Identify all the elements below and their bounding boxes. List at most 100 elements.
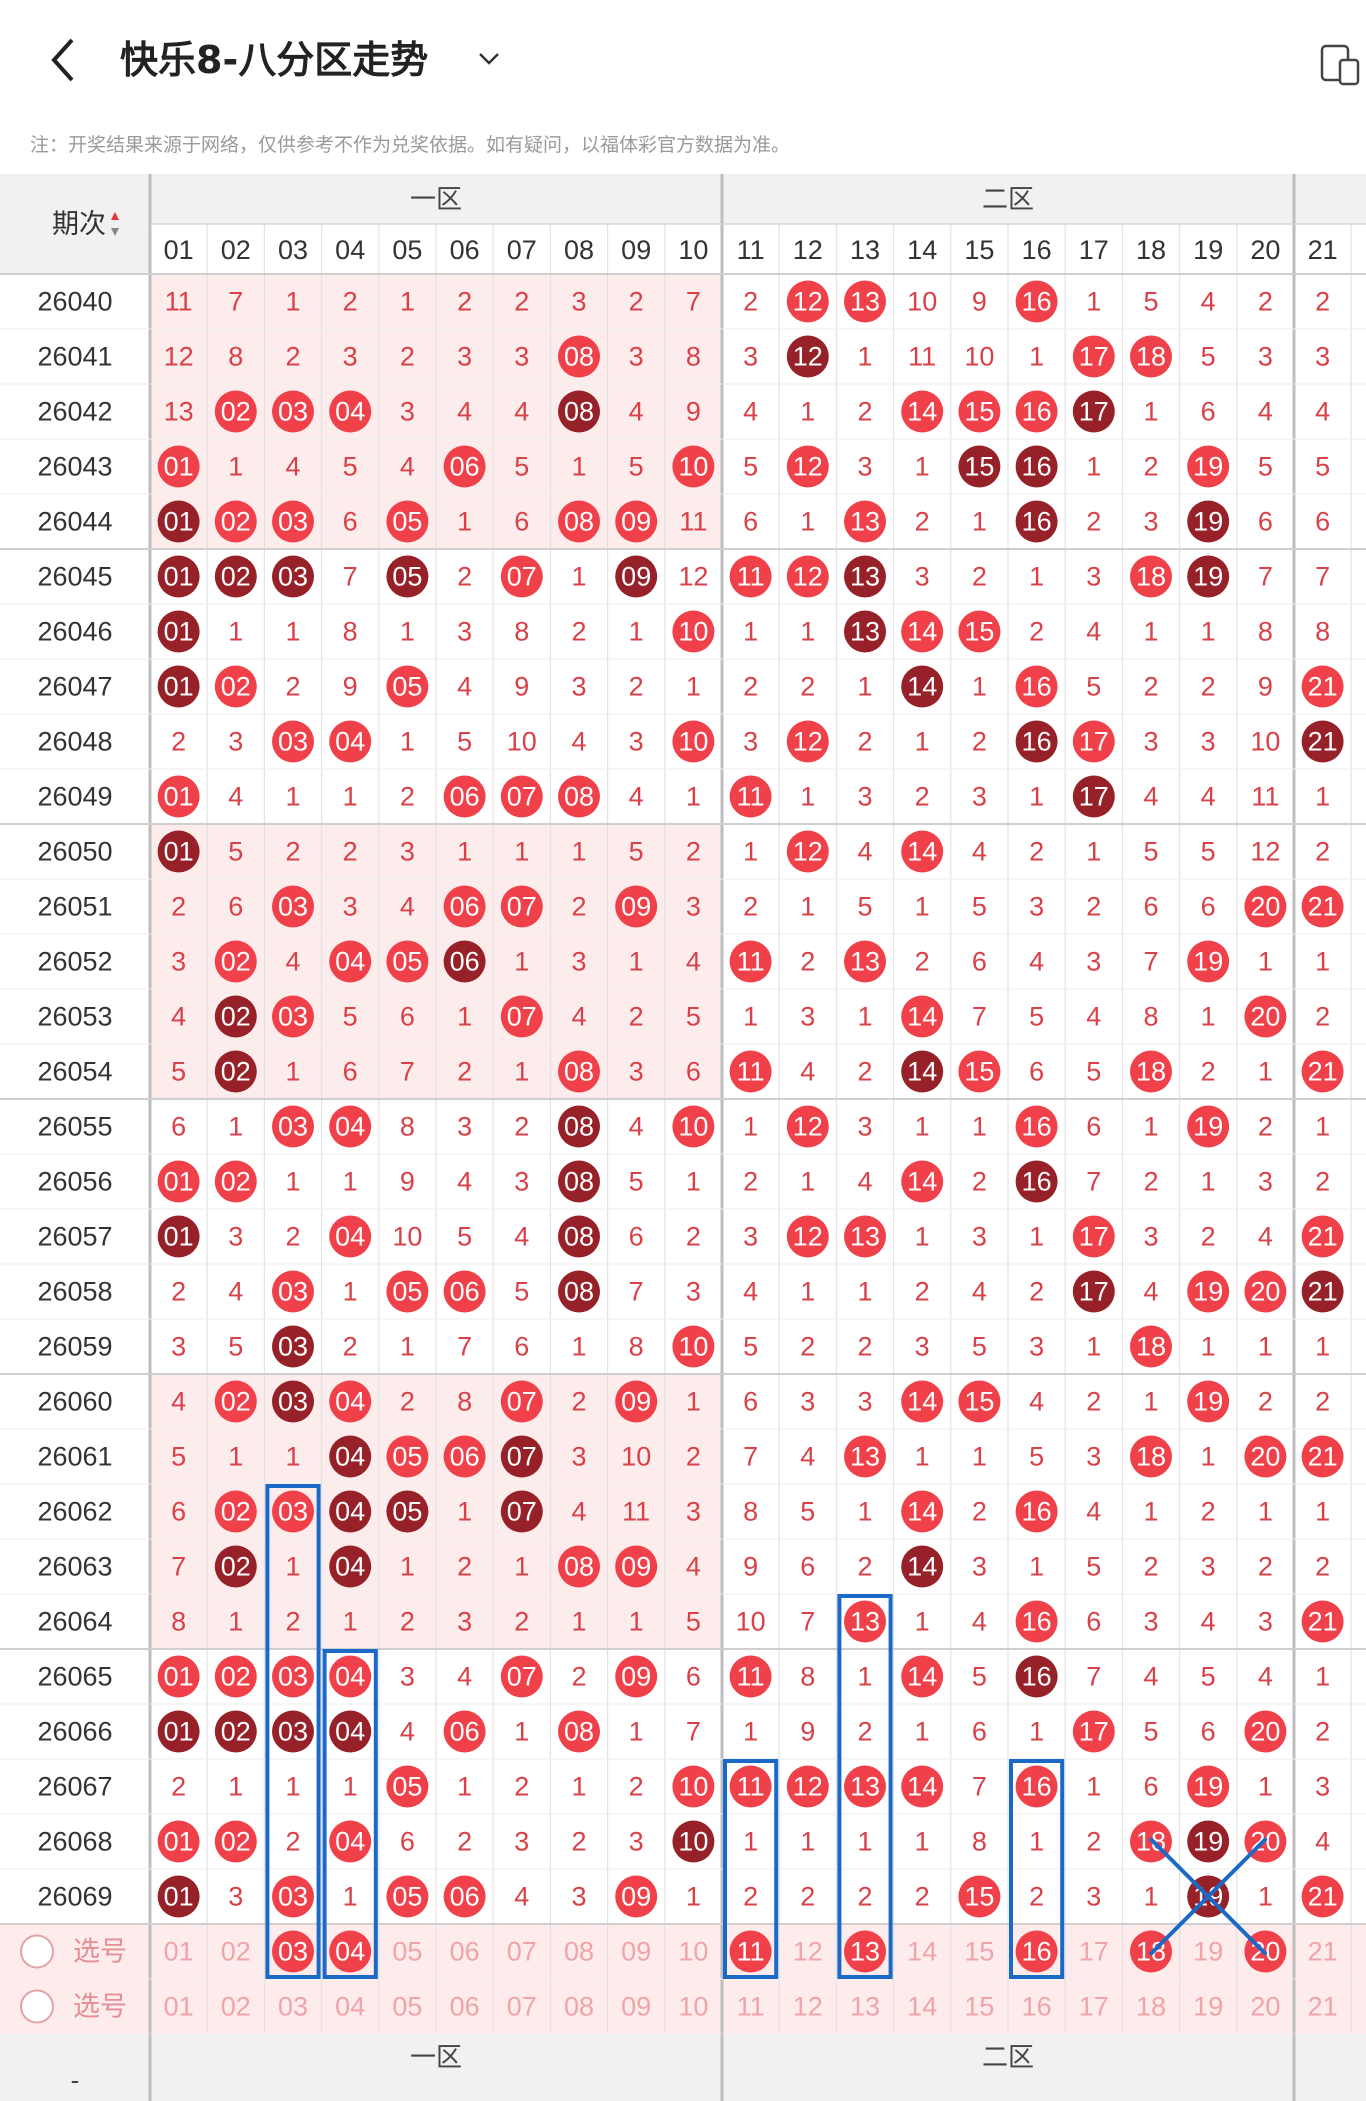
- miss-count: 1: [285, 1167, 300, 1197]
- selectable-number[interactable]: 12: [793, 1992, 823, 2022]
- selectable-number[interactable]: 01: [164, 1992, 194, 2022]
- selectable-number[interactable]: 10: [678, 1937, 708, 1967]
- miss-count: 2: [629, 1772, 644, 1802]
- selectable-number[interactable]: 09: [621, 1937, 651, 1967]
- miss-count: 4: [171, 1387, 186, 1417]
- miss-count: 3: [686, 1277, 701, 1307]
- select-row-label: 选号: [73, 1937, 127, 1967]
- miss-count: 2: [1029, 1882, 1044, 1912]
- winning-number: 03: [278, 1002, 308, 1032]
- selectable-number[interactable]: 06: [450, 1992, 480, 2022]
- winning-number: 01: [164, 672, 194, 702]
- winning-number-ball: [1072, 720, 1115, 763]
- picked-number-ball[interactable]: [729, 1930, 772, 1973]
- selectable-number[interactable]: 19: [1193, 1992, 1223, 2022]
- miss-count: 1: [1315, 1662, 1330, 1692]
- picked-number-ball[interactable]: [329, 1930, 372, 1973]
- selectable-number[interactable]: 08: [564, 1992, 594, 2022]
- selectable-number[interactable]: 14: [907, 1937, 937, 1967]
- radio-circle-icon[interactable]: [20, 1934, 54, 1969]
- miss-count: 9: [800, 1717, 815, 1747]
- winning-number-ball: [386, 1875, 429, 1918]
- winning-number-ball: [844, 555, 886, 598]
- winning-number: 09: [621, 1662, 651, 1692]
- winning-number-ball: [558, 1215, 600, 1258]
- miss-count: 1: [285, 287, 300, 317]
- selectable-number[interactable]: 13: [850, 1992, 880, 2022]
- miss-count: 2: [1315, 1387, 1330, 1417]
- selectable-number[interactable]: 04: [335, 1992, 365, 2022]
- winning-number: 17: [1079, 1717, 1109, 1747]
- winning-number-ball: [558, 775, 600, 818]
- selectable-number[interactable]: 01: [164, 1937, 194, 1967]
- winning-number-ball: [329, 1105, 372, 1148]
- winning-number-ball: [729, 940, 772, 983]
- column-header-17: 17: [1079, 235, 1109, 265]
- picked-number-ball[interactable]: [1015, 1930, 1058, 1973]
- selectable-number[interactable]: 11: [737, 1992, 765, 2022]
- winning-number: 03: [278, 1497, 308, 1527]
- selectable-number[interactable]: 10: [678, 1992, 708, 2022]
- miss-count: 1: [686, 672, 701, 702]
- column-header-03: 03: [278, 235, 308, 265]
- selectable-number[interactable]: 19: [1193, 1937, 1223, 1967]
- winning-number-ball: [558, 1050, 600, 1093]
- selectable-number[interactable]: 18: [1136, 1992, 1166, 2022]
- selectable-number[interactable]: 15: [964, 1937, 994, 1967]
- page-title[interactable]: 快乐8-八分区走势: [120, 38, 429, 82]
- winning-number: 03: [278, 1112, 308, 1142]
- winning-number-ball: [443, 1710, 486, 1753]
- selectable-number[interactable]: 09: [621, 1992, 651, 2022]
- selectable-number[interactable]: 15: [964, 1992, 994, 2022]
- radio-circle-icon[interactable]: [20, 1989, 54, 2024]
- selectable-number[interactable]: 06: [450, 1937, 480, 1967]
- selectable-number[interactable]: 05: [392, 1992, 422, 2022]
- selectable-number[interactable]: 07: [507, 1937, 537, 1967]
- picked-number-ball[interactable]: [844, 1930, 886, 1973]
- miss-count: 6: [972, 947, 987, 977]
- winning-number: 16: [1022, 1167, 1052, 1197]
- winning-number-ball: [958, 390, 1001, 433]
- winning-number-ball: [329, 1215, 372, 1258]
- selectable-number[interactable]: 02: [221, 1992, 251, 2022]
- winning-number-ball: [786, 555, 829, 598]
- selectable-number[interactable]: 14: [907, 1992, 937, 2022]
- selectable-number[interactable]: 03: [278, 1992, 308, 2022]
- selectable-number[interactable]: 20: [1250, 1992, 1280, 2022]
- selectable-number[interactable]: 16: [1022, 1992, 1052, 2022]
- winning-number-ball: [958, 610, 1001, 653]
- miss-count: 13: [164, 397, 194, 427]
- miss-count: 3: [1143, 507, 1158, 537]
- miss-count: 4: [1029, 947, 1044, 977]
- selectable-number[interactable]: 17: [1079, 1992, 1109, 2022]
- miss-count: 2: [1143, 672, 1158, 702]
- winning-number: 06: [450, 947, 480, 977]
- device-switch-icon[interactable]: [1318, 40, 1362, 88]
- winning-number-ball: [329, 1710, 372, 1753]
- selectable-number[interactable]: 21: [1308, 1937, 1338, 1967]
- winning-number: 02: [221, 507, 251, 537]
- miss-count: 8: [1315, 617, 1330, 647]
- selectable-number[interactable]: 08: [564, 1937, 594, 1967]
- selectable-number[interactable]: 05: [392, 1937, 422, 1967]
- picked-number-ball[interactable]: [272, 1930, 314, 1973]
- winning-number: 08: [564, 1222, 594, 1252]
- miss-count: 2: [1143, 1167, 1158, 1197]
- miss-count: 2: [1201, 1222, 1216, 1252]
- winning-number: 14: [907, 1002, 937, 1032]
- selectable-number[interactable]: 21: [1308, 1992, 1338, 2022]
- back-arrow-icon[interactable]: [44, 34, 84, 86]
- winning-number-ball: [558, 1545, 600, 1588]
- period-cell: 26053: [37, 1002, 112, 1032]
- sort-arrows-icon[interactable]: [111, 212, 119, 236]
- miss-count: 1: [800, 397, 815, 427]
- chevron-down-icon[interactable]: [474, 44, 504, 74]
- winning-number: 02: [221, 1002, 251, 1032]
- winning-number: 05: [392, 1277, 422, 1307]
- selectable-number[interactable]: 17: [1079, 1937, 1109, 1967]
- selectable-number[interactable]: 07: [507, 1992, 537, 2022]
- miss-count: 2: [285, 672, 300, 702]
- selectable-number[interactable]: 12: [793, 1937, 823, 1967]
- selectable-number[interactable]: 02: [221, 1937, 251, 1967]
